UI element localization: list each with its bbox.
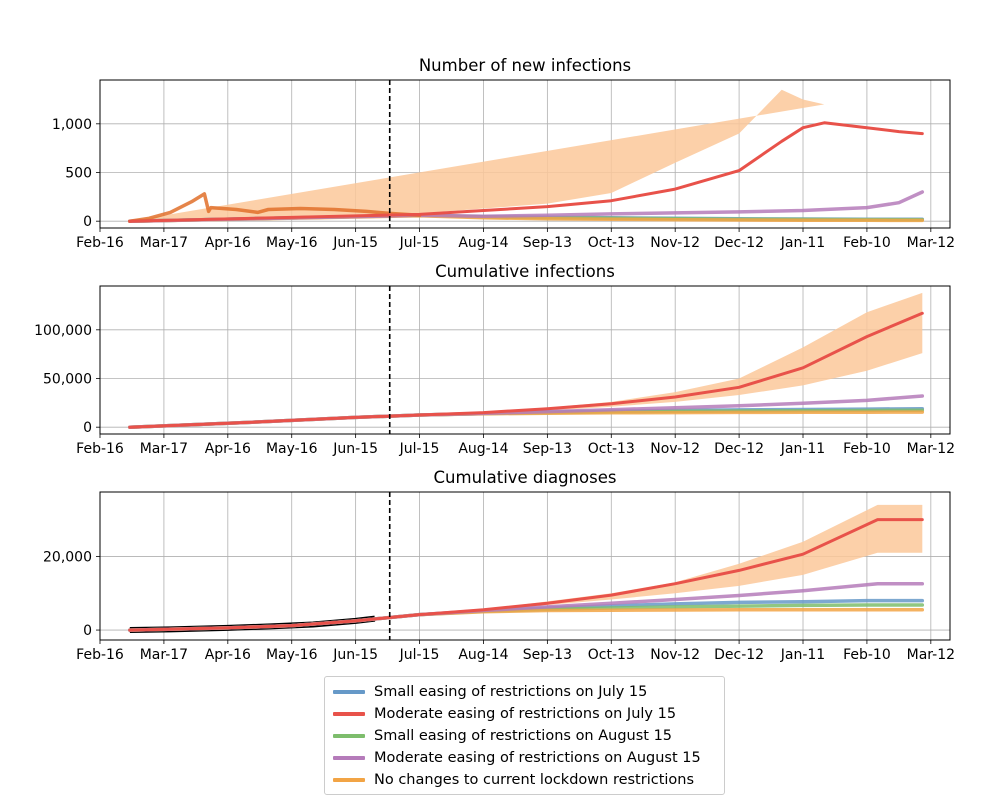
x-tick-label: Aug-14 [458, 441, 508, 457]
x-tick-label: Apr-16 [205, 235, 251, 251]
x-tick-label: Dec-12 [714, 235, 764, 251]
x-tick-label: Sep-13 [523, 235, 572, 251]
legend-item: No changes to current lockdown restricti… [333, 769, 694, 791]
y-tick-label: 100,000 [34, 323, 92, 339]
x-tick-label: Oct-13 [588, 647, 635, 663]
x-tick-label: Jun-15 [332, 647, 378, 663]
x-tick-label: Nov-12 [650, 441, 700, 457]
series-line [128, 190, 925, 223]
x-tick-label: Nov-12 [650, 235, 700, 251]
panel-new-infections: Feb-16 Mar-17 Apr-16 May-16 Jun-15 Jul-15 Aug-… [52, 56, 955, 251]
legend-label: Moderate easing of restrictions on Augus… [374, 750, 701, 766]
axes-frame [99, 491, 951, 641]
legend: Small easing of restrictions on July 15 … [324, 676, 725, 795]
x-tick-label: Apr-16 [205, 647, 251, 663]
x-tick-label: Feb-16 [76, 235, 124, 251]
series-line [128, 410, 925, 429]
legend-item: Moderate easing of restrictions on Augus… [333, 747, 701, 769]
legend-swatch [333, 690, 365, 694]
legend-swatch [333, 734, 365, 738]
x-tick-label: Jan-11 [780, 441, 825, 457]
legend-label: No changes to current lockdown restricti… [374, 772, 695, 788]
legend-swatch [333, 712, 365, 716]
series-line [128, 311, 924, 429]
x-tick-label: Feb-16 [76, 647, 124, 663]
x-tick-label: May-16 [266, 647, 318, 663]
series-line [128, 518, 924, 632]
x-tick-label: Oct-13 [588, 441, 635, 457]
x-tick-label: Mar-12 [907, 647, 955, 663]
x-tick-label: Jul-15 [399, 235, 440, 251]
x-tick-label: Sep-13 [523, 647, 572, 663]
x-tick-label: Jun-15 [332, 235, 378, 251]
legend-item: Small easing of restrictions on August 1… [333, 725, 672, 747]
x-tick-label: Jul-15 [399, 441, 440, 457]
legend-label: Moderate easing of restrictions on July … [374, 706, 677, 722]
axes-frame [99, 79, 951, 229]
x-tick-label: Mar-12 [907, 235, 955, 251]
y-tick-label: 20,000 [43, 549, 92, 565]
x-tick-label: Mar-12 [907, 441, 955, 457]
axes-frame [99, 285, 951, 435]
legend-swatch [333, 756, 365, 760]
x-tick-label: Mar-17 [140, 647, 188, 663]
x-tick-label: Jun-15 [332, 441, 378, 457]
x-tick-label: Jan-11 [780, 647, 825, 663]
series-line [128, 121, 924, 223]
y-tick-label: 1,000 [52, 117, 92, 133]
x-tick-label: Jan-11 [780, 235, 825, 251]
y-tick-label: 50,000 [43, 372, 92, 388]
y-tick-label: 0 [83, 214, 92, 230]
panel-cumulative-infections: Feb-16 Mar-17 Apr-16 May-16 Jun-15 Jul-15 Aug-… [34, 262, 955, 457]
x-tick-label: Mar-17 [140, 441, 188, 457]
x-tick-label: Feb-16 [76, 441, 124, 457]
x-tick-label: Sep-13 [523, 441, 572, 457]
x-tick-label: Jul-15 [399, 647, 440, 663]
legend-label: Small easing of restrictions on July 15 [374, 684, 648, 700]
chart-title: Cumulative diagnoses [434, 468, 617, 487]
x-tick-label: Nov-12 [650, 647, 700, 663]
legend-swatch [333, 778, 365, 782]
x-tick-label: Dec-12 [714, 647, 764, 663]
x-tick-label: Feb-10 [843, 441, 891, 457]
x-tick-label: May-16 [266, 441, 318, 457]
series-line [128, 192, 422, 223]
uncertainty-band [129, 292, 923, 428]
y-tick-label: 0 [83, 623, 92, 639]
x-tick-label: May-16 [266, 235, 318, 251]
y-tick-label: 0 [83, 420, 92, 436]
legend-item: Moderate easing of restrictions on July … [333, 703, 676, 725]
x-tick-label: Mar-17 [140, 235, 188, 251]
x-tick-label: Oct-13 [588, 235, 635, 251]
uncertainty-band [129, 89, 825, 222]
chart-title: Cumulative infections [435, 262, 615, 281]
y-tick-label: 500 [65, 166, 92, 182]
x-tick-label: Feb-10 [843, 235, 891, 251]
x-tick-label: Feb-10 [843, 647, 891, 663]
legend-item: Small easing of restrictions on July 15 [333, 681, 647, 703]
x-tick-label: Aug-14 [458, 235, 508, 251]
panel-cumulative-diagnoses: Feb-16 Mar-17 Apr-16 May-16 Jun-15 Jul-15 Aug-… [43, 468, 955, 663]
x-tick-label: Dec-12 [714, 441, 764, 457]
legend-label: Small easing of restrictions on August 1… [374, 728, 673, 744]
chart-title: Number of new infections [419, 56, 631, 75]
x-tick-label: Aug-14 [458, 647, 508, 663]
x-tick-label: Apr-16 [205, 441, 251, 457]
